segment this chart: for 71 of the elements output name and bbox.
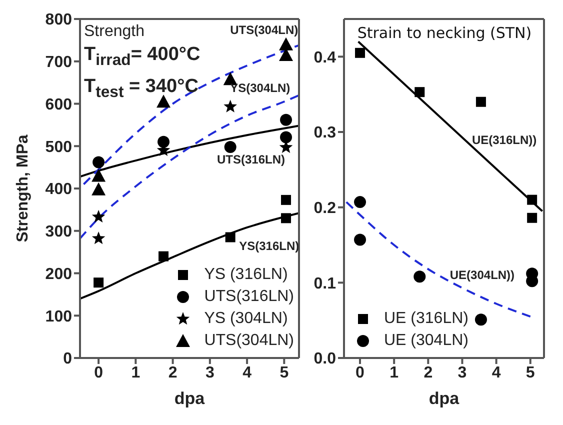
x-tick-label: 0 bbox=[94, 364, 104, 382]
point bbox=[527, 212, 538, 223]
point bbox=[476, 96, 486, 107]
annotation: UTS(304LN) bbox=[230, 23, 298, 38]
point bbox=[158, 136, 170, 148]
x-tick-label: 0 bbox=[356, 364, 365, 382]
legend-label: UE (316LN) bbox=[384, 309, 468, 329]
point bbox=[281, 213, 292, 224]
point bbox=[354, 234, 366, 246]
point bbox=[414, 87, 425, 98]
legend-label: YS (316LN) bbox=[204, 265, 288, 285]
point bbox=[94, 278, 104, 288]
point bbox=[92, 156, 105, 168]
point bbox=[225, 232, 236, 242]
legend-label: YS (304LN) bbox=[204, 309, 288, 329]
chart-title: Strain to necking (STN) bbox=[356, 24, 533, 42]
y-tick-label: 800 bbox=[45, 12, 72, 29]
annotation: UTS(316LN) bbox=[217, 152, 286, 166]
point bbox=[156, 94, 171, 108]
y-tick-label: 0.4 bbox=[314, 49, 336, 66]
y-tick-label: 0.2 bbox=[314, 200, 336, 218]
x-tick-label: 3 bbox=[458, 364, 467, 382]
y-tick-label: 0.0 bbox=[314, 350, 336, 368]
point bbox=[92, 232, 106, 244]
y-tick-label: 200 bbox=[45, 266, 72, 283]
point bbox=[279, 37, 294, 50]
y-tick-label: 0 bbox=[63, 350, 72, 368]
x-tick-label: 4 bbox=[492, 364, 501, 382]
y-tick-label: 700 bbox=[45, 54, 72, 72]
point bbox=[355, 48, 366, 58]
x-tick-label: 2 bbox=[168, 364, 178, 382]
y-tick-label: 400 bbox=[45, 181, 72, 198]
x-axis-title: dpa bbox=[428, 389, 460, 408]
point bbox=[279, 48, 294, 62]
point bbox=[92, 182, 106, 196]
x-axis-title: dpa bbox=[174, 389, 206, 408]
y-tick-label: 600 bbox=[45, 96, 72, 114]
point bbox=[92, 168, 106, 182]
y-axis-title: Strength, MPa bbox=[14, 134, 32, 242]
point bbox=[281, 194, 292, 205]
point bbox=[527, 194, 538, 205]
point bbox=[474, 314, 487, 326]
x-tick-label: 5 bbox=[280, 364, 289, 382]
annotation: YS(304LN) bbox=[230, 80, 290, 95]
annotation: UE(316LN)) bbox=[472, 133, 537, 148]
legend-label: UE (304LN) bbox=[384, 331, 468, 351]
point bbox=[92, 210, 106, 223]
x-tick-label: 1 bbox=[390, 364, 399, 382]
point bbox=[224, 100, 237, 112]
annotation: UE(304LN)) bbox=[450, 268, 515, 282]
annotation: Strength bbox=[84, 22, 146, 42]
x-tick-label: 4 bbox=[242, 364, 252, 382]
point bbox=[414, 270, 426, 283]
x-tick-label: 2 bbox=[424, 364, 433, 382]
y-tick-label: 500 bbox=[45, 138, 72, 156]
legend-label: UTS(304LN) bbox=[204, 331, 294, 351]
point bbox=[158, 251, 169, 262]
x-tick-label: 1 bbox=[131, 364, 140, 382]
point bbox=[354, 196, 366, 208]
point bbox=[224, 140, 236, 153]
legend-label: UTS(316LN) bbox=[204, 287, 294, 307]
y-tick-label: 0.3 bbox=[314, 124, 336, 142]
y-tick-label: 0.1 bbox=[314, 275, 336, 292]
y-tick-label: 300 bbox=[45, 224, 72, 241]
annotation: T$_{irrad}$= 400°C bbox=[84, 43, 200, 71]
point bbox=[280, 114, 292, 126]
annotation: T$_{test}$ = 340°C bbox=[84, 74, 200, 103]
x-tick-label: 3 bbox=[205, 364, 214, 382]
x-tick-label: 5 bbox=[526, 364, 535, 382]
y-tick-label: 100 bbox=[45, 308, 72, 326]
point bbox=[280, 131, 292, 144]
